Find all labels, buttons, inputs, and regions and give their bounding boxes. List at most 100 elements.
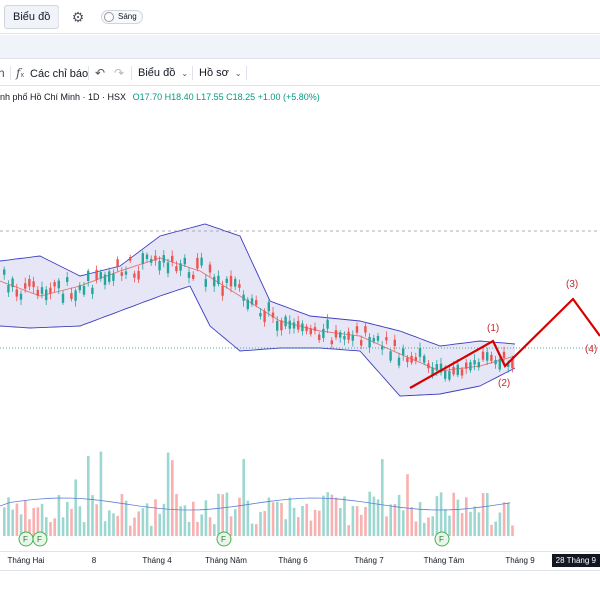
toolbar-divider [58,8,59,26]
volume-bar [150,525,153,536]
chart-tab[interactable]: Biểu đồ [4,5,60,29]
undo-icon[interactable]: ↶ [95,66,106,80]
volume-bar [507,502,510,536]
candle-body [250,298,254,305]
candle-body [141,253,144,264]
candle-body [301,323,304,332]
event-marker [216,531,232,547]
candle-body [154,255,157,261]
volume-bar [427,517,430,536]
chart-menu-button[interactable]: Biểu đồ ⌄ [138,60,188,86]
volume-bar [57,495,61,536]
event-marker-label: F [221,535,226,544]
volume-bar [116,515,119,536]
elliott-wave-drawing[interactable]: (1) (2) (3) (4) [409,279,600,389]
candle-body [255,300,258,305]
function-icon: f [16,66,21,80]
candle-body [57,280,60,289]
symbol-title: nh phố Hồ Chí Minh · 1D · HSX [0,92,127,102]
candle-body [267,302,270,312]
candle-body [116,259,119,267]
volume-bar [53,518,56,536]
candle-body [91,287,94,295]
volume-bar [309,520,313,536]
redo-icon[interactable]: ↷ [114,66,125,80]
volume-bar [259,511,262,536]
interval-icon[interactable]: h [0,66,5,80]
candle-body [397,357,401,366]
volume-bar [469,511,472,536]
volume-bar [112,513,115,536]
candle-body [213,276,216,287]
function-icon-sub: x [20,72,24,79]
candle-body [150,259,153,263]
volume-bar [486,493,489,536]
volume-bar [234,509,237,536]
candle-body [3,269,6,275]
volume-bar [11,509,14,536]
candle-body [53,282,56,287]
candle-body [225,278,228,283]
volume-bar [318,510,321,536]
volume-bar [406,474,409,536]
volume-bar [423,522,426,536]
candle-body [309,328,312,335]
crosshair-time-badge: 28 Tháng 9 [551,554,600,567]
candle-body [70,293,73,300]
candle-body [330,340,333,345]
event-marker-label: F [37,535,42,544]
indicators-button[interactable]: fx Các chỉ báo [16,60,88,86]
volume-bar [91,495,94,536]
gear-icon[interactable]: ⚙ [71,9,85,25]
chevron-down-icon: ⌄ [181,69,189,78]
volume-bar [477,512,481,536]
time-tick: Tháng 9 [505,556,535,565]
candle-body [175,266,178,272]
volume-bar [137,511,140,536]
profile-menu-button[interactable]: Hồ sơ ⌄ [199,60,242,86]
candle-body [196,257,199,269]
candle-body [410,355,413,363]
event-marker [32,531,48,547]
volume-bar [481,493,485,536]
candle-body [456,364,459,376]
candle-body [204,279,207,287]
volume-bar [87,455,90,536]
candle-body [15,289,18,297]
volume-bar [19,514,23,536]
candle-body [7,285,10,293]
candle-body [179,263,182,271]
chart-menu-label: Biểu đồ [138,67,176,79]
volume-bar [82,522,86,536]
wave-label: (3) [566,279,578,290]
volume-bar [389,504,392,536]
volume-bar [364,506,367,536]
volume-bar [347,525,350,536]
volume-bar [192,501,195,536]
volume-bar [45,517,48,536]
volume-bar [187,521,191,536]
candle-body [347,331,350,340]
volume-histogram [0,451,514,536]
volume-bar [179,506,182,536]
volume-bar [473,506,476,536]
candle-body [200,257,203,266]
candle-body [381,346,384,350]
candle-body [481,351,485,360]
volume-bar [460,513,464,536]
candle-body [32,281,35,288]
theme-toggle[interactable]: Sáng [101,10,143,24]
time-axis[interactable]: Tháng Hai 8 Tháng 4 Tháng Năm Tháng 6 Th… [0,551,600,569]
candle-body [280,320,283,331]
volume-bar [456,499,460,536]
candle-body [402,348,405,355]
toolbar-divider [246,66,247,80]
candle-body [490,354,493,361]
candle-body [431,367,434,376]
volume-bar [171,460,174,536]
candle-body [460,369,464,376]
candle-body [486,352,489,361]
candle-body [259,313,262,317]
candle-body [469,362,472,371]
